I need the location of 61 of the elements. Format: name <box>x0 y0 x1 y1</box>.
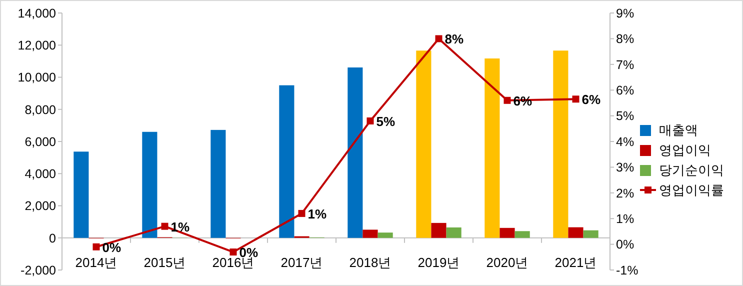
bar <box>142 132 158 238</box>
x-tick-label: 2019년 <box>418 254 460 270</box>
bar <box>446 227 462 238</box>
y2-tick-label: 3% <box>616 160 634 175</box>
y2-tick-label: 8% <box>616 32 634 46</box>
point <box>161 222 168 230</box>
point <box>572 96 580 103</box>
data-label: 8% <box>444 32 464 47</box>
y2-tick-label: 7% <box>616 58 634 72</box>
y2-tick-label: 9% <box>616 6 634 20</box>
point <box>230 248 237 256</box>
x-tick-label: 2015년 <box>144 254 186 270</box>
legend-label: 당기순이익 <box>659 162 724 178</box>
bar <box>431 222 446 238</box>
x-tick-label: 2018년 <box>349 254 392 270</box>
y2-tick-label: 0% <box>616 238 634 252</box>
y-tick-label: 12,000 <box>18 38 56 52</box>
data-label: 1% <box>308 206 327 222</box>
y-tick-label: 14,000 <box>18 6 56 20</box>
y2-tick-label: 1% <box>616 212 634 226</box>
y2-tick-label: 4% <box>616 134 634 149</box>
bar <box>514 231 530 238</box>
y-tick-label: 8,000 <box>24 102 56 117</box>
bar <box>279 85 294 238</box>
y-tick-label: 6,000 <box>24 134 56 149</box>
x-tick-label: 2021년 <box>554 254 597 270</box>
bar <box>568 227 584 238</box>
bar <box>348 67 363 238</box>
point <box>366 117 374 124</box>
bar <box>74 152 89 238</box>
bar <box>378 232 393 238</box>
y-tick-label: -2,000 <box>20 263 56 278</box>
y-tick-label: 0 <box>49 231 56 246</box>
point <box>504 96 511 104</box>
point <box>435 35 442 42</box>
bar <box>362 230 378 238</box>
point <box>92 243 100 250</box>
bar <box>500 228 515 238</box>
bar <box>583 230 598 238</box>
y2-tick-label: 2% <box>616 186 634 200</box>
y-tick-label: 2,000 <box>24 199 56 214</box>
y2-tick-label: 5% <box>616 109 634 124</box>
legend-label: 영업이익률 <box>659 182 724 198</box>
y-tick-label: 4,000 <box>24 167 56 181</box>
x-tick-label: 2014년 <box>75 254 118 270</box>
x-tick-label: 2017년 <box>280 254 323 270</box>
data-label: 1% <box>170 219 190 234</box>
point <box>298 210 306 217</box>
bar <box>210 130 226 238</box>
data-label: 0% <box>102 240 122 255</box>
bar <box>416 50 432 238</box>
data-label: 6% <box>582 92 601 108</box>
y2-tick-label: -1% <box>616 263 638 278</box>
bar <box>484 58 500 238</box>
data-label: 5% <box>376 114 396 129</box>
x-tick-label: 2020년 <box>486 254 528 270</box>
y2-tick-label: 6% <box>616 83 634 98</box>
legend-label: 매출액 <box>659 122 698 138</box>
y-tick-label: 10,000 <box>18 70 56 85</box>
bar <box>553 50 568 238</box>
legend-label: 영업이익 <box>659 142 711 158</box>
